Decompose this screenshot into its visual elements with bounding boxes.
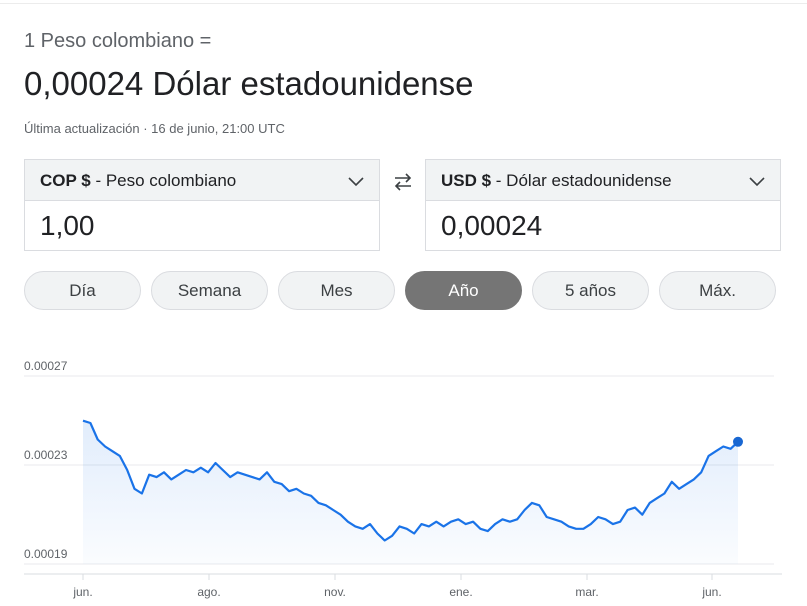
y-tick-label: 0.00027 <box>24 359 68 373</box>
last-updated: Última actualización · 16 de junio, 21:0… <box>24 121 285 136</box>
to-amount-input[interactable] <box>441 210 761 242</box>
tab-max[interactable]: Máx. <box>659 271 776 310</box>
to-currency-box: USD $ - Dólar estadounidense <box>425 159 781 251</box>
x-tick-label: ago. <box>197 585 220 599</box>
swap-icon[interactable] <box>391 170 415 194</box>
from-currency-name: - Peso colombiano <box>90 171 237 190</box>
x-tick-label: jun. <box>701 585 721 599</box>
to-currency-selector[interactable]: USD $ - Dólar estadounidense <box>426 160 780 201</box>
chart-line <box>82 419 739 542</box>
chart-area <box>83 420 738 564</box>
y-tick-label: 0.00019 <box>24 547 68 561</box>
tab-day[interactable]: Día <box>24 271 141 310</box>
chevron-down-icon <box>749 177 765 187</box>
tab-year[interactable]: Año <box>405 271 522 310</box>
y-tick-label: 0.00023 <box>24 448 68 462</box>
from-currency-code: COP $ <box>40 171 91 190</box>
to-currency-name: - Dólar estadounidense <box>491 171 672 190</box>
exchange-rate-chart[interactable]: 0.00027 0.00023 0.00019 jun. ago. nov. ene. ma… <box>0 345 807 605</box>
tab-5-years[interactable]: 5 años <box>532 271 649 310</box>
x-tick-label: ene. <box>449 585 472 599</box>
x-tick-label: jun. <box>72 585 92 599</box>
chart-end-point[interactable] <box>733 436 743 447</box>
conversion-subtitle: 1 Peso colombiano = <box>24 30 212 52</box>
x-tick-label: nov. <box>324 585 346 599</box>
to-currency-label: USD $ - Dólar estadounidense <box>441 171 672 191</box>
x-tick-label: mar. <box>575 585 598 599</box>
top-divider <box>0 3 807 4</box>
from-currency-label: COP $ - Peso colombiano <box>40 171 236 191</box>
from-amount-input[interactable] <box>40 210 360 242</box>
chevron-down-icon <box>348 177 364 187</box>
to-currency-code: USD $ <box>441 171 492 190</box>
tab-week[interactable]: Semana <box>151 271 268 310</box>
tab-month[interactable]: Mes <box>278 271 395 310</box>
from-currency-box: COP $ - Peso colombiano <box>24 159 380 251</box>
conversion-result: 0,00024 Dólar estadounidense <box>24 65 474 102</box>
from-currency-selector[interactable]: COP $ - Peso colombiano <box>25 160 379 201</box>
